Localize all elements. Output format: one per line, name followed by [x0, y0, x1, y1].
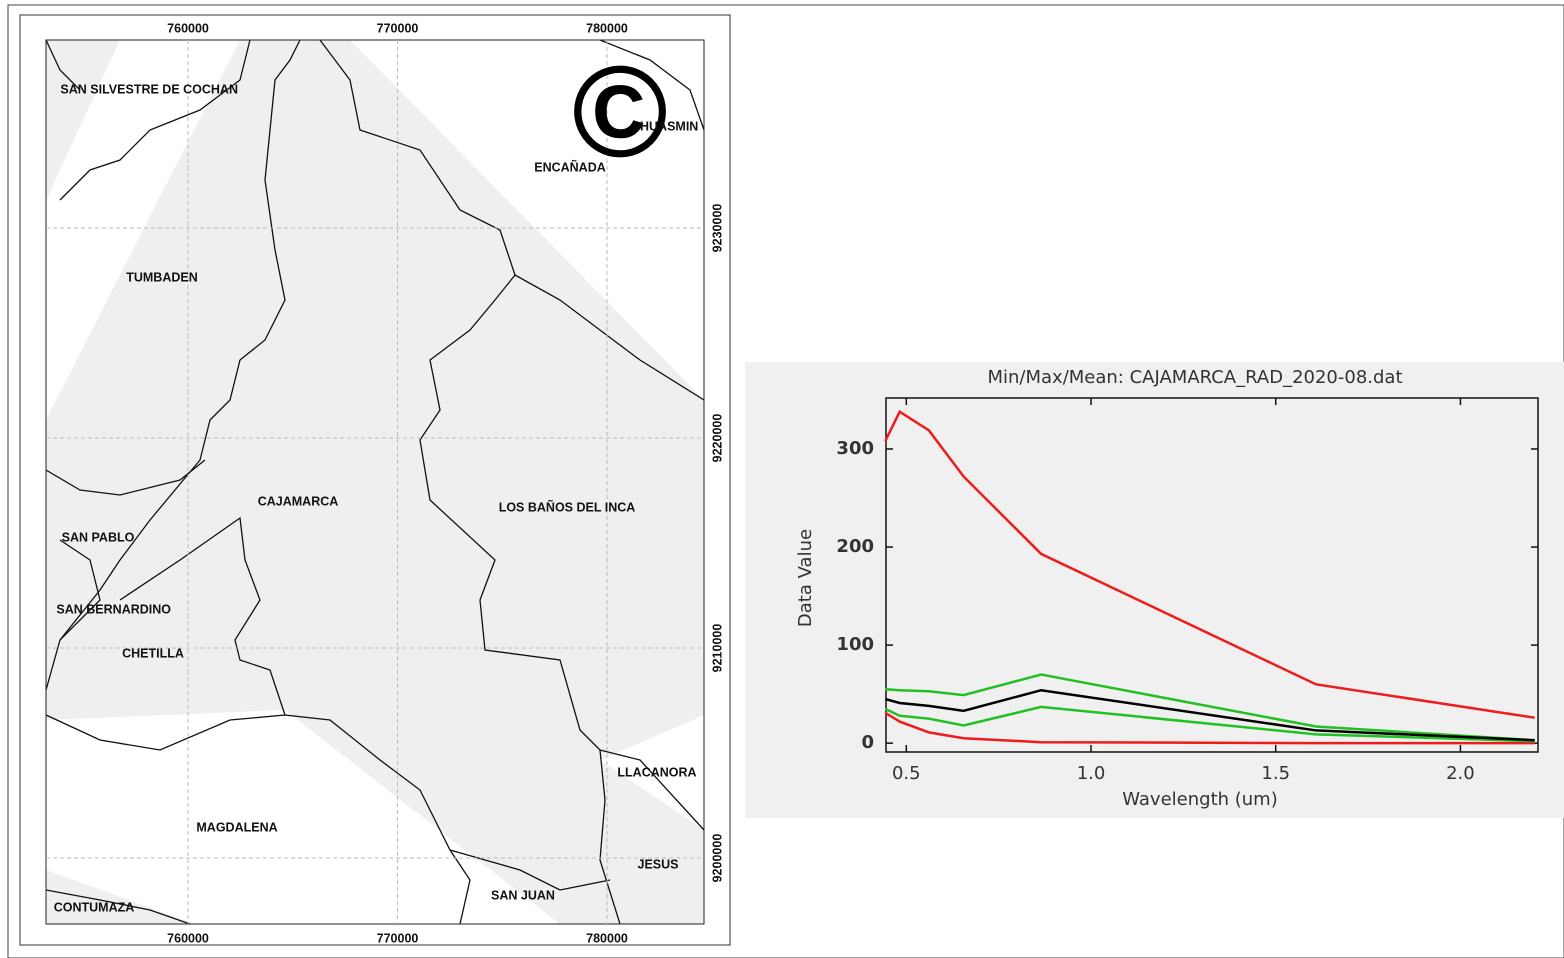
y-tick-label: 200: [836, 536, 874, 557]
y-tick-label: 300: [836, 438, 874, 459]
district-label: LLACANORA: [617, 765, 696, 779]
district-label: ENCAÑADA: [534, 159, 606, 174]
district-label: CHETILLA: [122, 646, 184, 660]
x-tick-label: 760000: [167, 931, 209, 945]
x-axis-label: Wavelength (um): [1122, 789, 1278, 810]
shaded-area: [46, 40, 704, 924]
y-tick-label: 9200000: [710, 834, 724, 883]
district-label: JESUS: [638, 857, 679, 871]
map-body: [46, 40, 704, 924]
x-tick-label: 1.0: [1077, 763, 1106, 784]
y-axis-label: Data Value: [795, 529, 816, 627]
y-tick-label: 0: [861, 732, 874, 753]
y-tick-label: 9230000: [710, 204, 724, 253]
series-line: [884, 688, 1535, 742]
x-tick-label: 770000: [377, 931, 419, 945]
district-label: LOS BAÑOS DEL INCA: [499, 499, 636, 514]
x-tick-label: 780000: [586, 931, 628, 945]
district-label: TUMBADEN: [126, 270, 198, 284]
chart-title: Min/Max/Mean: CAJAMARCA_RAD_2020-08.dat: [987, 367, 1402, 388]
shaded-area: [46, 540, 160, 690]
outer-frame: [7, 4, 1564, 958]
series-line: [884, 409, 1535, 719]
plot-frame: [885, 397, 1539, 753]
district-label: MAGDALENA: [196, 820, 277, 834]
district-label: SAN BERNARDINO: [56, 602, 171, 616]
y-tick-label: 9220000: [710, 414, 724, 463]
boundaries: [46, 40, 704, 924]
district-label: SAN PABLO: [62, 530, 135, 544]
shaded-area: [46, 40, 120, 200]
district-label: CAJAMARCA: [258, 494, 339, 508]
series-line: [884, 711, 1535, 745]
map-labels: SAN SILVESTRE DE COCHAN HUASMIN ENCAÑADA TU…: [54, 82, 699, 914]
x-tick-label: 1.5: [1261, 763, 1290, 784]
y-tick-label: 100: [836, 634, 874, 655]
x-tick-label: 2.0: [1446, 763, 1475, 784]
x-tick-label: 760000: [167, 21, 209, 35]
x-tick-label: 770000: [377, 21, 419, 35]
watermark: ©: [572, 38, 668, 184]
x-tick-label: 0.5: [892, 763, 921, 784]
district-label: HUASMIN: [640, 119, 698, 133]
map-neatline: [45, 39, 705, 925]
x-tick-label: 780000: [586, 21, 628, 35]
district-label: SAN SILVESTRE DE COCHAN: [60, 82, 238, 96]
district-label: SAN JUAN: [491, 888, 555, 902]
shaded-area: [46, 870, 195, 924]
series-line: [884, 705, 1535, 743]
y-tick-label: 9210000: [710, 624, 724, 673]
series-line: [885, 673, 1535, 742]
district-label: CONTUMAZA: [54, 900, 135, 914]
